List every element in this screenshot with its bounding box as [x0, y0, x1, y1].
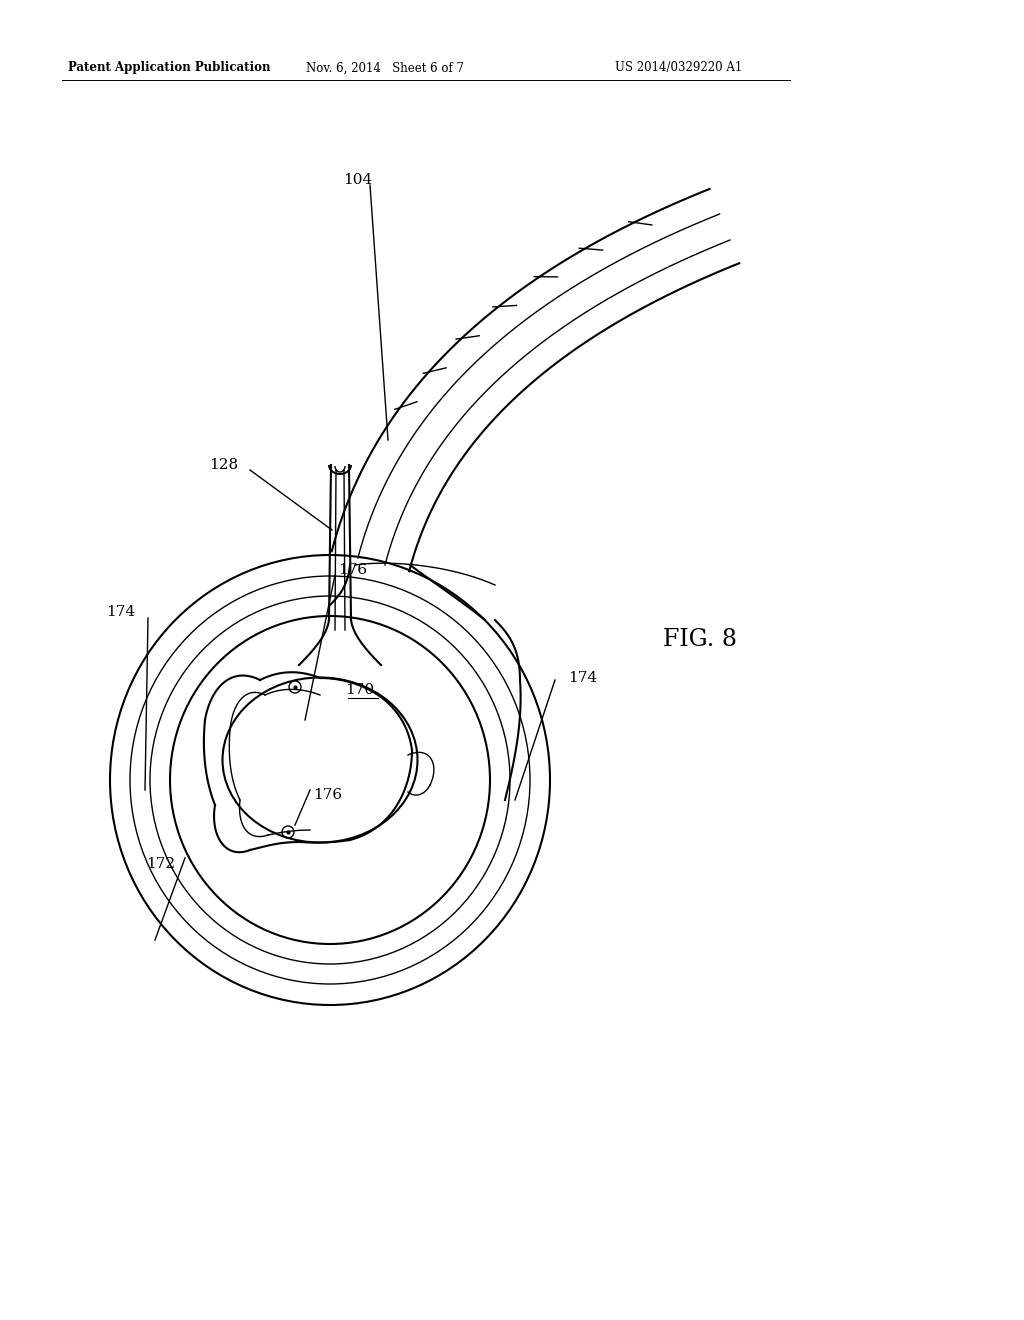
Text: Patent Application Publication: Patent Application Publication	[68, 62, 270, 74]
Text: Nov. 6, 2014   Sheet 6 of 7: Nov. 6, 2014 Sheet 6 of 7	[306, 62, 464, 74]
Text: 170: 170	[345, 682, 375, 697]
Text: 172: 172	[145, 857, 175, 871]
Text: 174: 174	[105, 605, 135, 619]
Text: FIG. 8: FIG. 8	[663, 628, 737, 652]
Text: 128: 128	[209, 458, 238, 473]
Text: US 2014/0329220 A1: US 2014/0329220 A1	[615, 62, 742, 74]
Text: 174: 174	[568, 671, 597, 685]
Text: 104: 104	[343, 173, 373, 187]
Text: 176: 176	[338, 564, 368, 577]
Text: 176: 176	[313, 788, 342, 803]
